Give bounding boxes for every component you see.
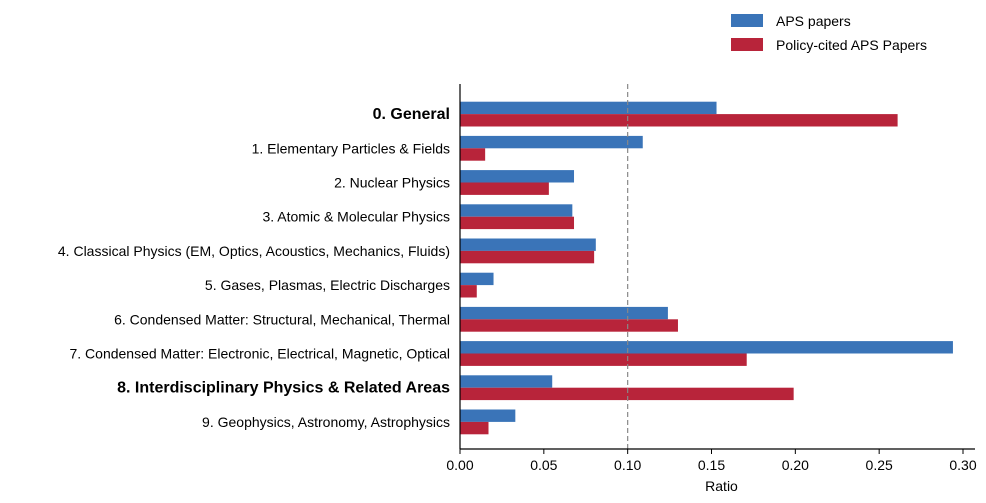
category-label-6: 6. Condensed Matter: Structural, Mechani… — [114, 311, 450, 327]
category-label-8: 8. Interdisciplinary Physics & Related A… — [117, 380, 450, 397]
bar-aps-2 — [460, 170, 575, 183]
bar-policy-3 — [460, 216, 575, 230]
bar-aps-7 — [460, 341, 953, 354]
bar-policy-9 — [460, 421, 489, 435]
x-tick-label-2: 0.10 — [614, 457, 641, 473]
x-tick-label-6: 0.30 — [949, 457, 976, 473]
category-label-3: 3. Atomic & Molecular Physics — [262, 209, 450, 225]
category-label-7: 7. Condensed Matter: Electronic, Electri… — [69, 346, 450, 362]
bar-policy-8 — [460, 387, 794, 401]
category-label-2: 2. Nuclear Physics — [334, 175, 450, 191]
bar-aps-9 — [460, 409, 516, 422]
bar-policy-2 — [460, 182, 549, 195]
bar-aps-0 — [460, 101, 717, 115]
plot-area: 0. General 1. Elementary Particles & Fiel… — [58, 84, 977, 494]
x-tick-label-1: 0.05 — [530, 457, 557, 473]
x-tick-label-5: 0.25 — [866, 457, 893, 473]
x-tick-label-3: 0.15 — [698, 457, 725, 473]
category-label-4: 4. Classical Physics (EM, Optics, Acoust… — [58, 243, 450, 259]
bar-aps-5 — [460, 272, 494, 286]
category-label-1: 1. Elementary Particles & Fields — [252, 140, 450, 156]
bar-policy-4 — [460, 250, 595, 264]
legend-label-1: Policy-cited APS Papers — [776, 37, 927, 53]
bar-policy-1 — [460, 148, 486, 161]
x-tick-label-0: 0.00 — [446, 457, 473, 473]
category-label-5: 5. Gases, Plasmas, Electric Discharges — [205, 277, 450, 293]
legend-swatch-0 — [731, 14, 763, 27]
bar-aps-8 — [460, 375, 553, 388]
x-tick-label-4: 0.20 — [782, 457, 809, 473]
bar-policy-0 — [460, 114, 898, 127]
legend-label-0: APS papers — [776, 13, 851, 29]
bar-policy-7 — [460, 353, 747, 366]
bar-aps-4 — [460, 238, 596, 251]
bar-policy-6 — [460, 319, 678, 332]
bar-aps-6 — [460, 306, 668, 320]
category-label-9: 9. Geophysics, Astronomy, Astrophysics — [202, 414, 450, 430]
bar-aps-3 — [460, 204, 573, 217]
x-axis-title: Ratio — [705, 478, 738, 494]
legend: APS papers Policy-cited APS Papers — [731, 13, 927, 53]
bar-policy-5 — [460, 285, 477, 298]
category-label-0: 0. General — [373, 106, 450, 123]
bar-aps-1 — [460, 135, 643, 149]
legend-swatch-1 — [731, 38, 763, 51]
